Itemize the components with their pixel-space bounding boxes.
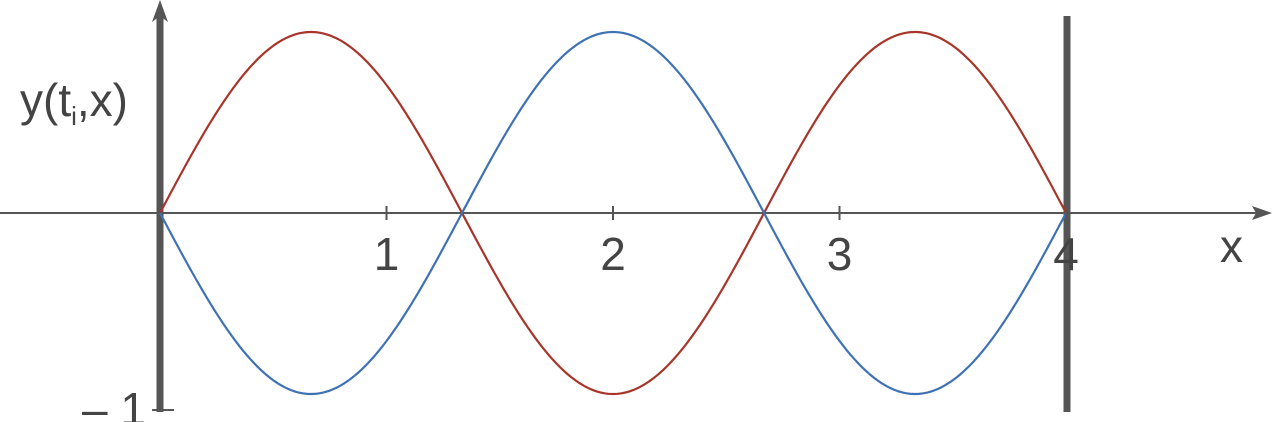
y-tick-label: – 1	[82, 383, 146, 422]
x-ticks: 1 2 3 4	[374, 206, 1079, 280]
y-axis-arrowhead	[152, 0, 168, 22]
x-tick-label: 4	[1053, 228, 1079, 280]
y-axis-label-subscript: i	[71, 101, 77, 131]
x-tick-label: 1	[374, 228, 400, 280]
wave-series-blue	[159, 30, 1067, 396]
x-axis-arrowhead	[1252, 206, 1272, 220]
x-axis-label: x	[1220, 220, 1243, 272]
y-ticks: – 1	[82, 383, 174, 422]
x-tick-label: 2	[600, 228, 626, 280]
y-axis-label: y(ti,x)	[20, 74, 128, 131]
y-axis-label-main: y(t	[20, 74, 71, 126]
x-tick-label: 3	[827, 228, 853, 280]
wave-series-red	[159, 30, 1067, 396]
y-axis-label-tail: ,x)	[77, 74, 128, 126]
